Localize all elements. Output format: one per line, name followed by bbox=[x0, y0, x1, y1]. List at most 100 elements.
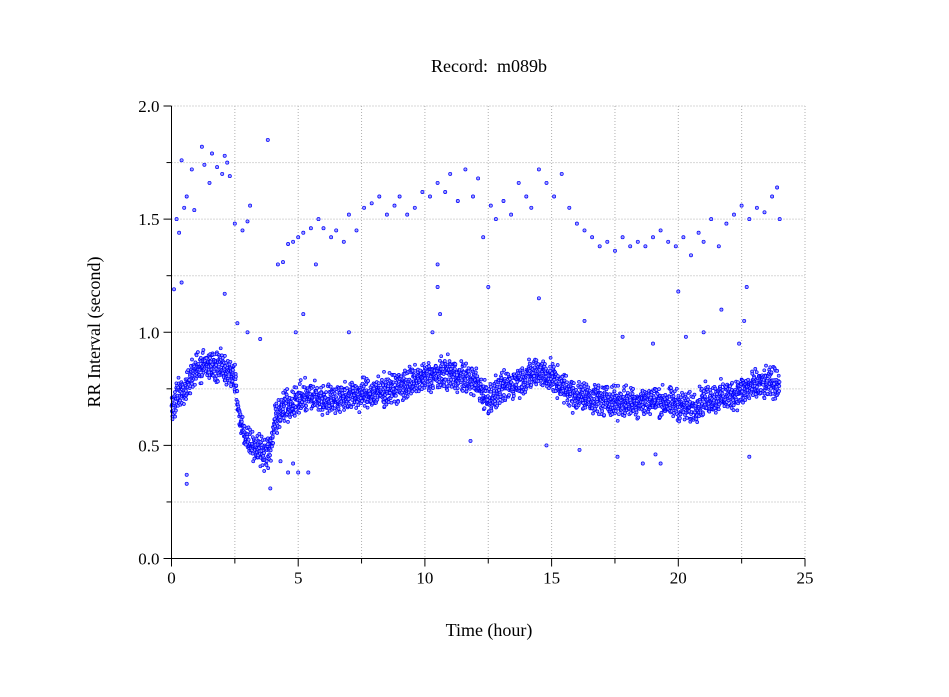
data-point bbox=[218, 346, 223, 351]
data-point bbox=[584, 382, 589, 387]
data-point bbox=[613, 409, 618, 414]
y-tick-label: 2.0 bbox=[138, 97, 159, 116]
outlier-point bbox=[455, 199, 460, 203]
data-point bbox=[548, 369, 553, 373]
data-point bbox=[275, 431, 280, 435]
outlier-point bbox=[737, 341, 742, 346]
x-axis-label: Time (hour) bbox=[446, 620, 533, 641]
outlier-point bbox=[435, 180, 440, 185]
outlier-point bbox=[275, 262, 280, 267]
outlier-point bbox=[405, 212, 410, 217]
data-point bbox=[565, 380, 569, 385]
data-point bbox=[747, 396, 752, 401]
outlier-point bbox=[552, 194, 557, 199]
x-tick-label: 0 bbox=[167, 569, 176, 588]
outlier-point bbox=[696, 230, 701, 235]
outlier-point bbox=[207, 180, 212, 185]
data-point bbox=[631, 387, 635, 391]
data-point bbox=[207, 376, 212, 380]
outlier-point bbox=[334, 228, 339, 233]
outlier-point bbox=[747, 217, 752, 222]
outlier-point bbox=[509, 212, 514, 217]
outlier-point bbox=[590, 235, 595, 240]
outlier-point bbox=[709, 217, 714, 222]
data-point bbox=[426, 361, 431, 365]
data-point bbox=[257, 432, 262, 436]
outlier-point bbox=[635, 239, 640, 244]
data-point bbox=[583, 405, 588, 410]
data-point bbox=[233, 362, 237, 367]
data-point bbox=[479, 377, 484, 382]
data-point bbox=[360, 399, 364, 403]
data-point bbox=[471, 393, 476, 398]
y-tick-label: 1.0 bbox=[138, 323, 159, 342]
data-point bbox=[525, 383, 530, 388]
data-point bbox=[564, 373, 569, 378]
outlier-point bbox=[620, 235, 625, 240]
data-point bbox=[674, 386, 679, 391]
data-point bbox=[199, 381, 204, 385]
data-point bbox=[252, 456, 257, 461]
outlier-point bbox=[681, 235, 686, 240]
outlier-point bbox=[529, 205, 534, 210]
data-point bbox=[272, 430, 276, 435]
data-point bbox=[343, 379, 347, 384]
data-point bbox=[270, 434, 275, 439]
outlier-point bbox=[673, 244, 678, 249]
data-point bbox=[279, 397, 284, 402]
data-point bbox=[325, 411, 330, 416]
data-point bbox=[328, 384, 333, 389]
data-point bbox=[312, 378, 317, 383]
data-point bbox=[401, 393, 406, 398]
data-point bbox=[354, 406, 359, 410]
data-point bbox=[427, 364, 431, 369]
outlier-point bbox=[278, 459, 283, 464]
outlier-point bbox=[189, 167, 194, 172]
outlier-point bbox=[724, 221, 729, 226]
outlier-point bbox=[628, 244, 633, 249]
outlier-point bbox=[476, 176, 481, 181]
data-point bbox=[510, 397, 515, 401]
data-point bbox=[445, 352, 450, 357]
data-point bbox=[338, 410, 342, 414]
data-point bbox=[706, 384, 710, 389]
outlier-point bbox=[613, 248, 617, 253]
data-point bbox=[716, 407, 721, 412]
data-point bbox=[731, 398, 735, 403]
data-point bbox=[286, 420, 290, 424]
data-point bbox=[466, 369, 471, 374]
outlier-point bbox=[192, 208, 197, 213]
outlier-point bbox=[313, 262, 318, 267]
data-point bbox=[453, 362, 458, 366]
data-point bbox=[517, 396, 522, 400]
data-point bbox=[514, 382, 519, 387]
data-point bbox=[297, 410, 301, 415]
outlier-point bbox=[471, 194, 475, 199]
data-point bbox=[394, 393, 398, 398]
data-point bbox=[777, 389, 781, 393]
data-point bbox=[620, 406, 625, 411]
data-point bbox=[577, 379, 581, 384]
data-point bbox=[475, 374, 480, 379]
data-point bbox=[692, 392, 697, 397]
data-point bbox=[571, 381, 576, 385]
outlier-point bbox=[493, 217, 498, 222]
data-point bbox=[558, 392, 563, 397]
data-point bbox=[507, 393, 511, 397]
data-point bbox=[445, 388, 450, 392]
data-point bbox=[269, 458, 273, 463]
data-point bbox=[297, 382, 302, 386]
outlier-point bbox=[582, 318, 587, 323]
data-point bbox=[356, 403, 361, 408]
data-point bbox=[350, 398, 355, 402]
data-point bbox=[332, 391, 337, 396]
data-point bbox=[184, 388, 188, 393]
outlier-point bbox=[658, 461, 663, 466]
outlier-point bbox=[316, 217, 321, 222]
outlier-point bbox=[651, 341, 655, 346]
data-point bbox=[250, 451, 255, 456]
data-point bbox=[713, 410, 718, 415]
data-point bbox=[421, 361, 426, 366]
outlier-point bbox=[301, 230, 306, 235]
outlier-point bbox=[536, 296, 541, 301]
